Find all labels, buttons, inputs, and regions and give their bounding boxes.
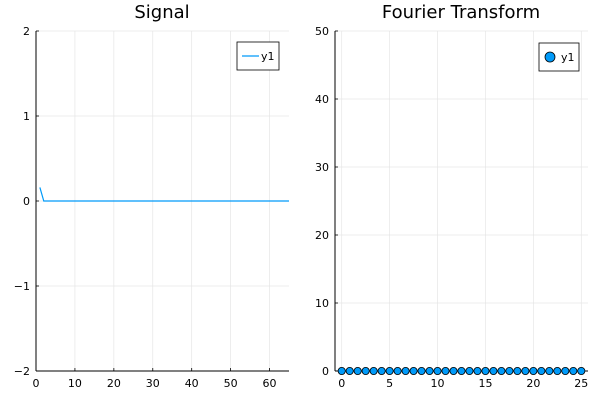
scatter-point — [577, 366, 586, 375]
x-tick-label: 25 — [574, 377, 588, 390]
chart-title: Signal — [134, 2, 189, 23]
scatter-point — [361, 366, 370, 375]
x-tick-label: 15 — [478, 377, 492, 390]
scatter-point — [473, 366, 482, 375]
scatter-point — [561, 366, 570, 375]
x-tick-label: 60 — [263, 377, 277, 390]
y-tick-label: 10 — [315, 297, 329, 310]
scatter-point — [465, 366, 474, 375]
scatter-point — [433, 366, 442, 375]
series-line-y1 — [39, 187, 289, 202]
ticks: 0 5 10 15 20 25 0 10 20 30 40 50 — [315, 25, 588, 390]
scatter-point — [441, 366, 450, 375]
scatter-point — [457, 366, 466, 375]
scatter-point — [481, 366, 490, 375]
axes — [334, 31, 588, 372]
y-tick-label: 20 — [315, 229, 329, 242]
scatter-point — [425, 366, 434, 375]
y-tick-label: 0 — [23, 195, 30, 208]
fourier-transform-chart: Fourier Transform 0 5 10 15 20 2501020304050 … — [315, 2, 588, 390]
scatter-point — [369, 366, 378, 375]
series-marks — [39, 187, 289, 202]
scatter-point — [393, 366, 402, 375]
chart-title: Fourier Transform — [382, 2, 540, 23]
y-tick-label: 2 — [23, 25, 30, 38]
x-tick-label: 0 — [338, 377, 345, 390]
scatter-point — [337, 366, 346, 375]
y-tick-label: −2 — [14, 365, 30, 378]
ticks: 0 10 20 30 40 50 60 −2 −1 0 1 2 — [14, 25, 277, 390]
scatter-point — [513, 366, 522, 375]
scatter-point — [537, 366, 546, 375]
y-tick-label: 30 — [315, 161, 329, 174]
scatter-point — [449, 366, 458, 375]
x-tick-label: 20 — [526, 377, 540, 390]
x-tick-label: 40 — [185, 377, 199, 390]
scatter-point — [409, 366, 418, 375]
x-tick-label: 30 — [146, 377, 160, 390]
y-tick-label: 50 — [315, 25, 329, 38]
scatter-point — [385, 366, 394, 375]
y-tick-label: −1 — [14, 280, 30, 293]
scatter-point — [529, 366, 538, 375]
scatter-point — [401, 366, 410, 375]
scatter-point — [521, 366, 530, 375]
legend-label: y1 — [561, 51, 575, 64]
legend: y1 — [538, 42, 580, 72]
y-tick-label: 1 — [23, 110, 30, 123]
scatter-point — [497, 366, 506, 375]
scatter-point — [489, 366, 498, 375]
grid — [335, 30, 588, 372]
x-tick-label: 0 — [33, 377, 40, 390]
scatter-point — [569, 366, 578, 375]
x-tick-label: 5 — [386, 377, 393, 390]
x-tick-label: 10 — [431, 377, 445, 390]
signal-chart: Signal 0 10 20 30 40 50 60 −2 −1 0 1 2 y1 — [14, 2, 289, 390]
legend-marker-swatch — [544, 51, 556, 63]
y-tick-label: 0 — [322, 365, 329, 378]
scatter-point — [553, 366, 562, 375]
scatter-point — [345, 366, 354, 375]
legend-label: y1 — [261, 50, 275, 63]
scatter-point — [353, 366, 362, 375]
x-tick-label: 20 — [107, 377, 121, 390]
scatter-point — [505, 366, 514, 375]
scatter-point — [545, 366, 554, 375]
x-tick-label: 10 — [68, 377, 82, 390]
x-tick-label: 50 — [224, 377, 238, 390]
scatter-point — [417, 366, 426, 375]
y-tick-label: 40 — [315, 93, 329, 106]
legend: y1 — [236, 41, 280, 71]
scatter-point — [377, 366, 386, 375]
series-marks — [337, 366, 586, 375]
